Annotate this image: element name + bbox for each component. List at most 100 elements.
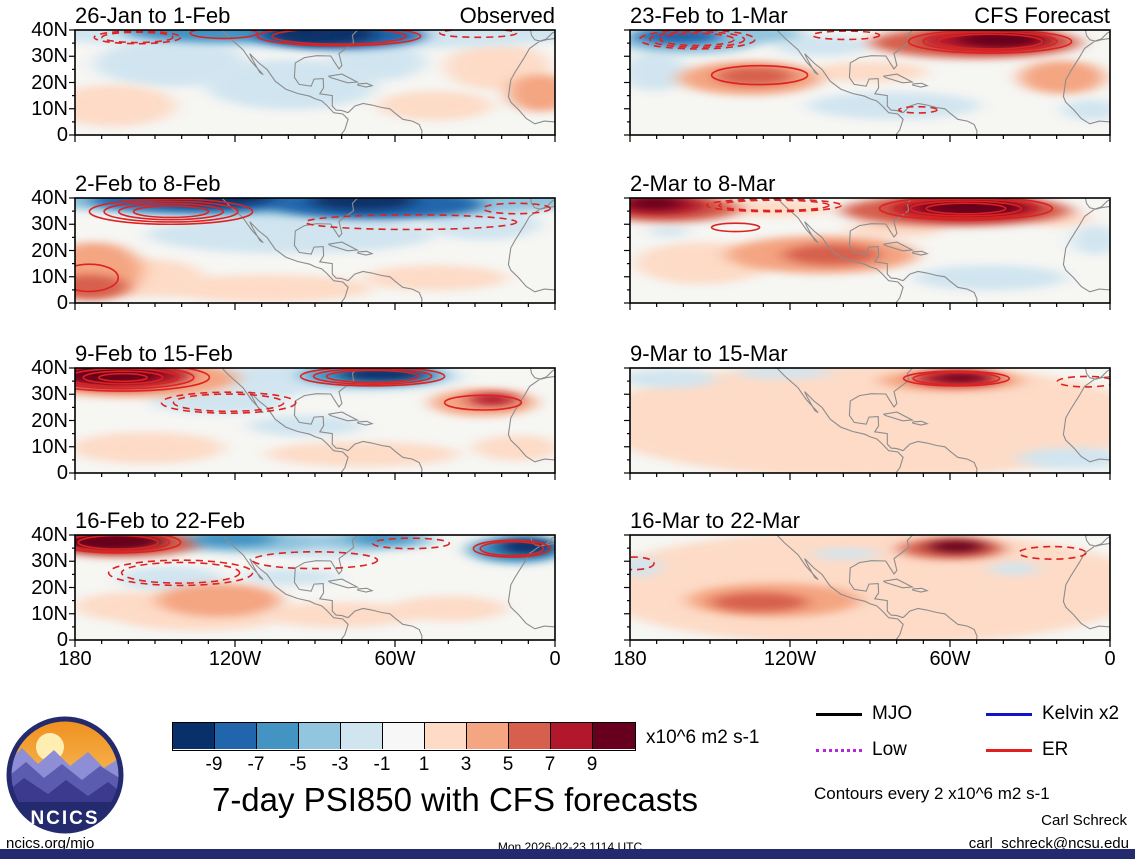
colorbar-cell (383, 723, 425, 749)
y-axis-label: 20N (31, 71, 68, 94)
map-panel (624, 534, 1111, 647)
email-link[interactable]: carl_schreck@ncsu.edu (968, 835, 1129, 852)
coastlines (776, 30, 1110, 135)
y-axis-label: 10N (31, 265, 68, 288)
plot-title: 7-day PSI850 with CFS forecasts (211, 781, 699, 818)
colorbar-cell (425, 723, 467, 749)
panel-date-range: 26-Jan to 1-Feb (75, 3, 231, 28)
map-panel (624, 197, 1111, 310)
y-axis-label: 20N (31, 576, 68, 599)
legend-item-er: ER (986, 739, 1068, 760)
y-axis-label: 10N (31, 602, 68, 625)
legend-label: Kelvin x2 (1042, 703, 1120, 724)
x-axis-label: 180 (613, 648, 647, 670)
map-panel (69, 197, 556, 310)
y-axis-label: 40N (31, 19, 68, 41)
legend-item-low: Low (816, 739, 907, 760)
colorbar-tick-label: 1 (418, 754, 430, 775)
legend-item-kelvin-x2: Kelvin x2 (986, 703, 1120, 724)
colorbar-tick-label: 9 (586, 754, 598, 775)
axis-ticks (69, 534, 556, 647)
coastlines (776, 198, 1110, 303)
legend-line-icon (816, 712, 862, 716)
panel-date-range: 9-Mar to 15-Mar (630, 341, 788, 366)
y-axis-label: 20N (31, 239, 68, 262)
axis-ticks (624, 29, 1111, 142)
colorbar-tick-label: -1 (373, 754, 391, 775)
x-axis-label: 180 (58, 648, 92, 670)
bottom-bar (0, 849, 1135, 859)
panel-title: 9-Mar to 15-Mar (630, 340, 1110, 367)
coastlines (776, 368, 1110, 473)
axis-ticks (69, 29, 556, 142)
er-contours (706, 198, 1054, 233)
legend-line-icon (986, 748, 1032, 752)
colorbar-cell (299, 723, 341, 749)
x-axis-label: 120W (208, 648, 262, 670)
coastlines (776, 535, 1110, 640)
x-axis-label: 60W (374, 648, 416, 670)
er-contours (75, 368, 523, 414)
colorbar-cell (593, 723, 635, 749)
y-axis-label: 0 (56, 629, 68, 651)
legend-line-icon (986, 712, 1032, 716)
axis-ticks (624, 197, 1111, 310)
axis-ticks (624, 534, 1111, 647)
x-axis-label: 0 (549, 648, 561, 670)
x-axis-label: 0 (1104, 648, 1116, 670)
y-axis-label: 0 (56, 124, 68, 146)
y-axis-label: 20N (31, 409, 68, 432)
colorbar-tick-label: 5 (502, 754, 514, 775)
axis-ticks (69, 367, 556, 480)
colorbar-cell (467, 723, 509, 749)
ncics-logo: NCICS (4, 714, 126, 841)
panel-title: 2-Feb to 8-Feb (75, 170, 555, 197)
logo-text: NCICS (30, 808, 99, 829)
panel-date-range: 16-Feb to 22-Feb (75, 508, 245, 533)
colorbar-cell (173, 723, 215, 749)
panel-date-range: 23-Feb to 1-Mar (630, 3, 788, 28)
coastlines (221, 198, 555, 303)
y-axis-label: 30N (31, 213, 68, 236)
panel-title: 26-Jan to 1-Feb Observed (75, 2, 555, 29)
legend-line-icon (816, 748, 862, 752)
contour-note: Contours every 2 x10^6 m2 s-1 (814, 784, 1050, 803)
colorbar-cell (509, 723, 551, 749)
x-axis-label: 60W (929, 648, 971, 670)
colorbar-cell (215, 723, 257, 749)
colorbar-tick-label: 3 (460, 754, 472, 775)
site-link[interactable]: ncics.org/mjo (6, 835, 95, 852)
er-contours (75, 198, 551, 293)
er-contours (75, 535, 551, 587)
colorbar-tick-label: -7 (247, 754, 265, 775)
y-axis-label: 30N (31, 45, 68, 68)
panel-date-range: 16-Mar to 22-Mar (630, 508, 800, 533)
legend-item-mjo: MJO (816, 703, 913, 724)
y-axis-label: 40N (31, 524, 68, 546)
coastlines (221, 535, 555, 640)
map-panel (69, 534, 556, 647)
panel-date-range: 2-Feb to 8-Feb (75, 171, 221, 196)
colorbar-tick-label: -9 (205, 754, 223, 775)
coastlines (221, 30, 555, 135)
panel-column-label: CFS Forecast (974, 3, 1110, 28)
axis-ticks (624, 367, 1111, 480)
axis-ticks (69, 197, 556, 310)
colorbar-tick-label: 7 (544, 754, 556, 775)
panel-column-label: Observed (459, 3, 555, 28)
colorbar-units: x10^6 m2 s-1 (646, 727, 760, 748)
colorbar-cell (551, 723, 593, 749)
y-axis-label: 10N (31, 435, 68, 458)
map-panel (69, 29, 556, 142)
y-axis-label: 0 (56, 462, 68, 484)
panel-title: 2-Mar to 8-Mar (630, 170, 1110, 197)
er-contours (902, 370, 1110, 388)
credit: Carl Schreck (1041, 812, 1127, 829)
map-panel (624, 29, 1111, 142)
map-panel (69, 367, 556, 480)
y-axis-label: 30N (31, 383, 68, 406)
legend-label: MJO (872, 703, 913, 724)
y-axis-label: 30N (31, 550, 68, 573)
colorbar-tick-label: -5 (289, 754, 307, 775)
